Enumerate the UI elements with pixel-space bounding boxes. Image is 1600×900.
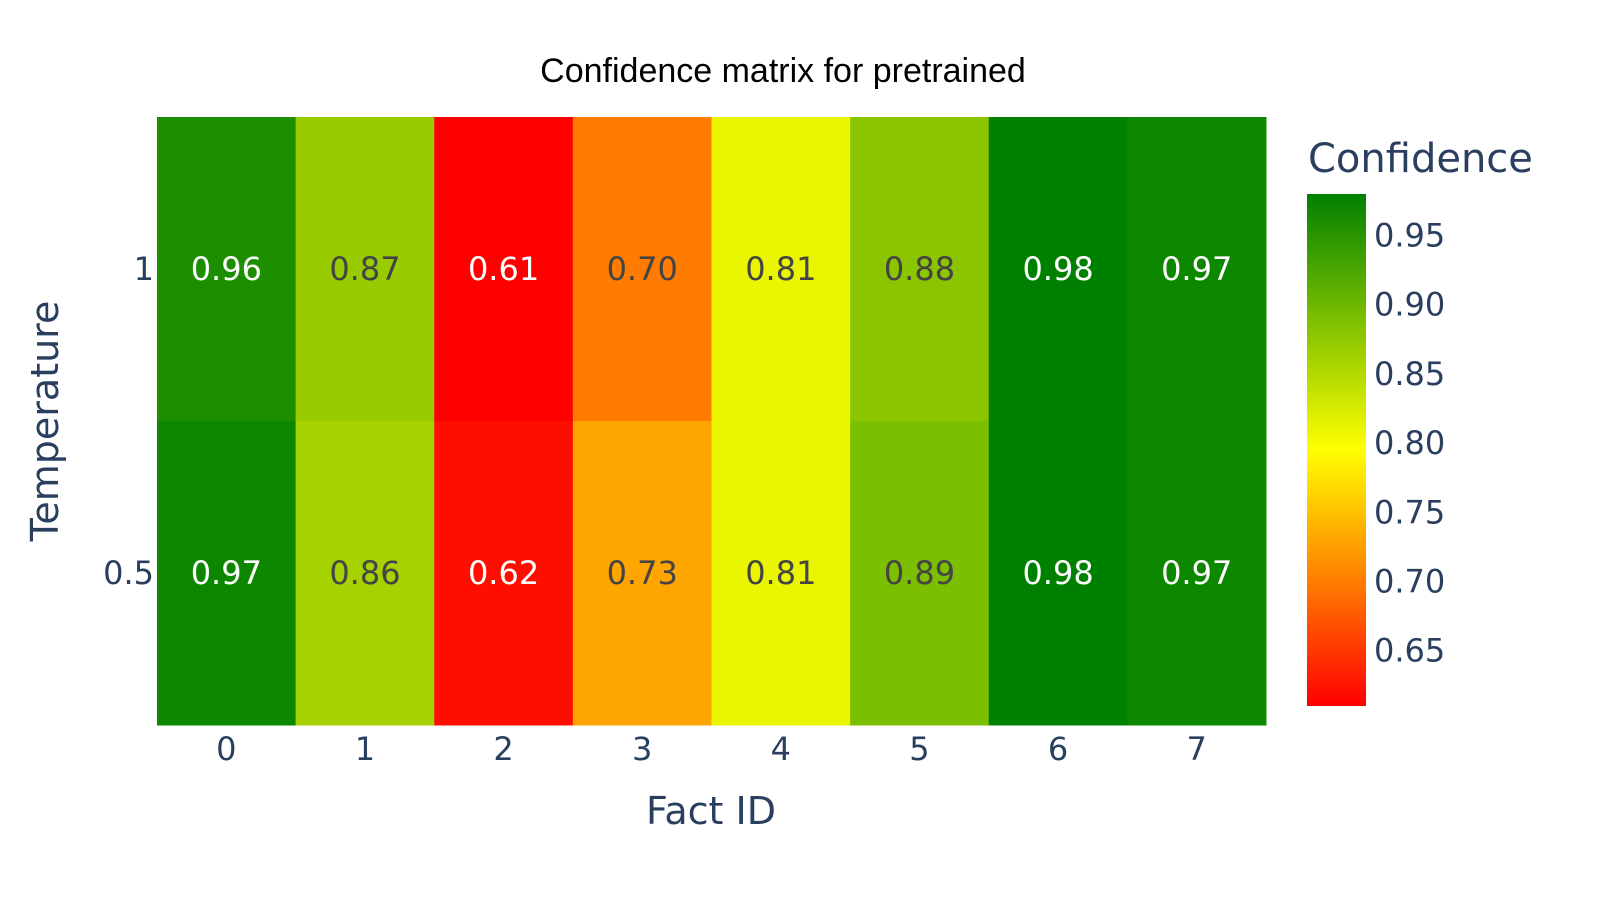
heatmap-cell (434, 117, 574, 422)
heatmap-cell (988, 421, 1128, 726)
heatmap-cell-label: 0.87 (329, 250, 400, 288)
heatmap-cell (711, 117, 851, 422)
heatmap-cell (157, 117, 297, 422)
heatmap-cell-label: 0.62 (468, 554, 539, 592)
colorbar-title: Confidence (1308, 136, 1533, 182)
heatmap-cell-label: 0.61 (468, 250, 539, 288)
colorbar-tick-label: 0.85 (1374, 355, 1445, 393)
x-tick-label: 6 (1048, 730, 1068, 768)
chart-title: Confidence matrix for pretrained (540, 52, 1026, 90)
heatmap-cell-label: 0.81 (745, 554, 816, 592)
x-tick-label: 3 (632, 730, 652, 768)
colorbar-tick-label: 0.80 (1374, 424, 1445, 462)
heatmap-cell (572, 421, 712, 726)
heatmap-cell (157, 421, 297, 726)
heatmap-cell (850, 117, 990, 422)
heatmap-cell-labels: 0.96 0.87 0.61 0.70 0.81 0.88 0.98 0.97 0.97 0.86… (191, 250, 1233, 592)
heatmap-cell-label: 0.86 (329, 554, 400, 592)
heatmap-cell-label: 0.97 (191, 554, 262, 592)
colorbar-tick-label: 0.95 (1374, 217, 1445, 255)
colorbar-tick-label: 0.75 (1374, 493, 1445, 531)
colorbar-tick-label: 0.70 (1374, 562, 1445, 600)
heatmap-cell (1127, 117, 1267, 422)
y-axis-ticks: 10.5 (103, 250, 154, 592)
heatmap-cell-label: 0.73 (607, 554, 678, 592)
heatmap-cell-label: 0.98 (1022, 250, 1093, 288)
heatmap-cell (572, 117, 712, 422)
heatmap-cell (850, 421, 990, 726)
x-axis-title: Fact ID (646, 789, 776, 833)
heatmap-cells (157, 117, 1267, 726)
x-tick-label: 0 (216, 730, 236, 768)
x-tick-label: 1 (355, 730, 375, 768)
heatmap-cell-label: 0.88 (884, 250, 955, 288)
colorbar-ticks: 0.65 0.70 0.75 0.80 0.85 0.90 0.95 (1374, 217, 1445, 670)
heatmap-cell-label: 0.96 (191, 250, 262, 288)
x-axis-ticks: 0 1 2 3 4 5 6 7 (216, 730, 1207, 768)
colorbar (1307, 194, 1366, 706)
heatmap-cell-label: 0.70 (607, 250, 678, 288)
heatmap-cell (434, 421, 574, 726)
heatmap-cell-label: 0.89 (884, 554, 955, 592)
heatmap-cell (295, 421, 435, 726)
y-tick-label: 0.5 (103, 554, 154, 592)
x-tick-label: 7 (1187, 730, 1207, 768)
x-tick-label: 2 (493, 730, 513, 768)
colorbar-tick-label: 0.65 (1374, 632, 1445, 670)
heatmap-cell-label: 0.97 (1161, 250, 1232, 288)
y-tick-label: 1 (134, 250, 154, 288)
y-axis-title: Temperature (23, 301, 67, 543)
x-tick-label: 4 (771, 730, 791, 768)
x-tick-label: 5 (909, 730, 929, 768)
colorbar-tick-label: 0.90 (1374, 286, 1445, 324)
heatmap-cell (711, 421, 851, 726)
heatmap-cell-label: 0.98 (1022, 554, 1093, 592)
heatmap-cell (295, 117, 435, 422)
heatmap-cell (988, 117, 1128, 422)
heatmap-cell-label: 0.81 (745, 250, 816, 288)
heatmap-cell-label: 0.97 (1161, 554, 1232, 592)
heatmap-cell (1127, 421, 1267, 726)
